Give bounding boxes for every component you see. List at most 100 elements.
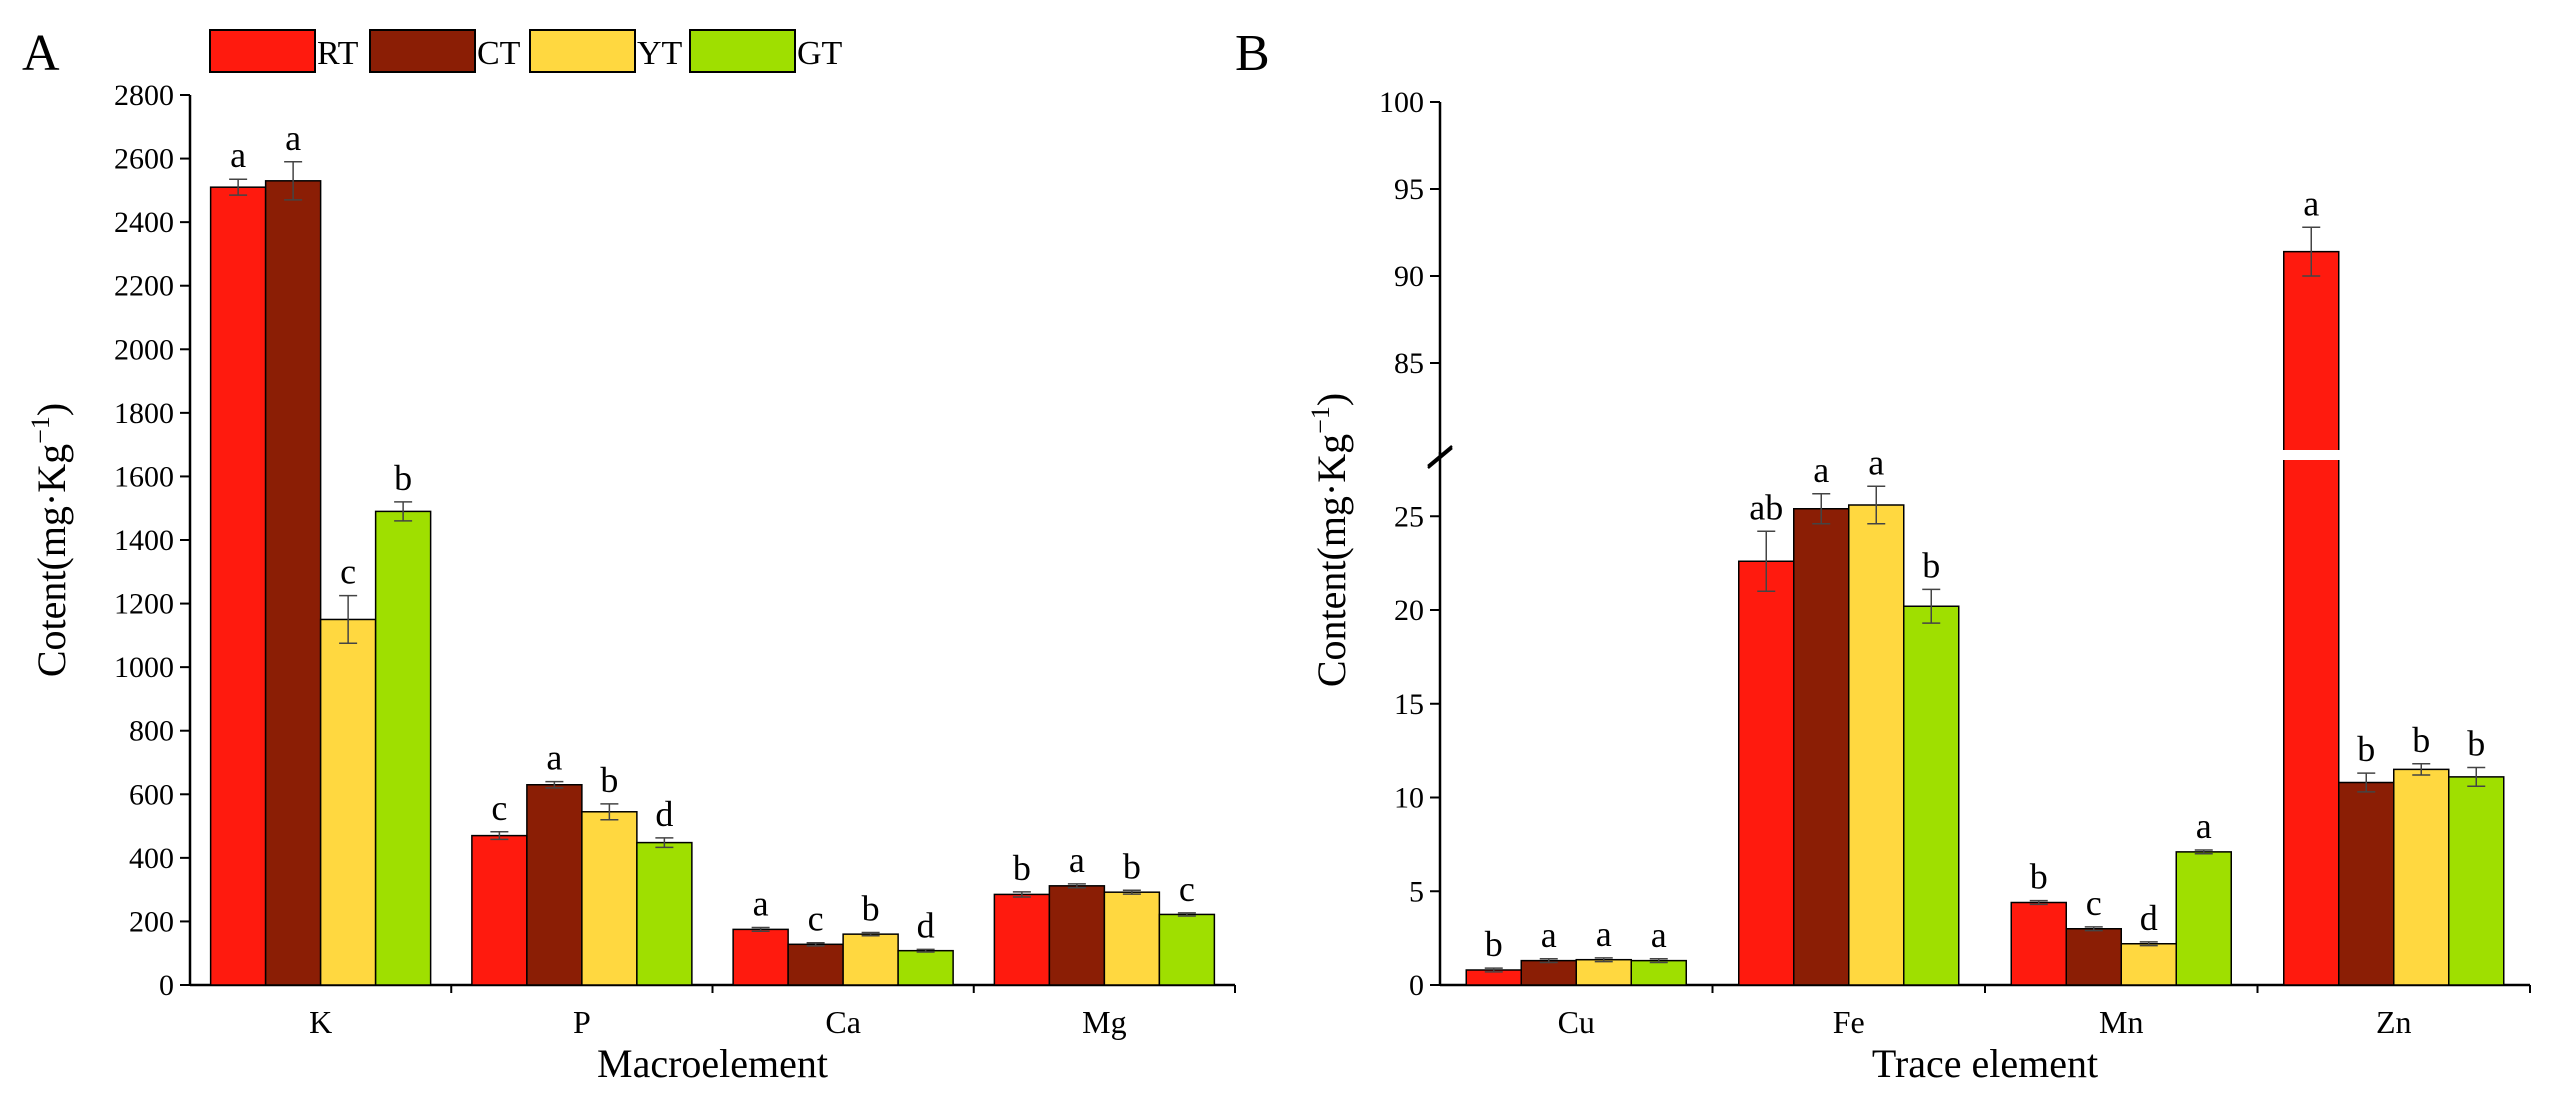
y-tick-label: 2200 [114, 270, 174, 303]
bar-gt-p [636, 841, 693, 986]
y-tick-label: 1600 [114, 460, 174, 493]
x-tick-label: Mg [1082, 1004, 1126, 1040]
y-tick-label: 1000 [114, 651, 174, 684]
significance-letter: a [2196, 806, 2212, 846]
significance-letter: c [2086, 883, 2102, 923]
bar-yt-cu [1575, 958, 1632, 986]
x-tick-label: P [573, 1004, 591, 1040]
significance-letter: a [1541, 915, 1557, 955]
y-tick-label: 1800 [114, 397, 174, 430]
y-tick-label: 2800 [114, 79, 174, 112]
panel-label-b: B [1235, 25, 1270, 82]
legend-swatch-ct [369, 29, 476, 73]
significance-letter: c [340, 552, 356, 592]
bar-yt-mg [1103, 891, 1161, 986]
significance-letter: b [2030, 857, 2048, 897]
chart-panel-a: 0 200 400 600 800 1000 1200 1400 1600 1800 2000 220… [22, 25, 1236, 1086]
bar-rt-p [471, 834, 528, 986]
bar-ct-fe [1793, 508, 1850, 986]
bar-ct-cu [1520, 959, 1577, 986]
significance-letter: b [394, 458, 412, 498]
significance-letter: a [753, 883, 769, 923]
y-axis-label: Cotent(mg·Kg−1) [26, 403, 74, 677]
significance-letter: b [1922, 545, 1940, 585]
x-tick-label: Cu [1558, 1004, 1595, 1040]
bar-rt-fe [1738, 560, 1795, 986]
bar-rt-k [209, 186, 267, 986]
significance-letter: a [1868, 442, 1884, 482]
y-tick-label: 15 [1394, 688, 1424, 721]
bar-yt-mn [2120, 943, 2177, 986]
legend-swatch-yt [529, 29, 636, 73]
bar-yt-ca [842, 933, 899, 986]
significance-letter: a [1813, 450, 1829, 490]
bar-gt-mn [2175, 851, 2232, 986]
bar-gt-fe [1903, 605, 1960, 986]
significance-letter: d [2140, 898, 2158, 938]
y-tick-label: 5 [1409, 875, 1424, 908]
y-tick-label: 200 [129, 905, 174, 938]
bar-yt-p [581, 811, 638, 986]
axis-break-mark [1427, 447, 1453, 469]
bar-rt-mg [993, 893, 1051, 986]
bar-ct-zn [2338, 781, 2395, 986]
x-tick-label: Mn [2099, 1004, 2143, 1040]
significance-letter: a [1596, 914, 1612, 954]
bar-rt-mn [2010, 901, 2067, 986]
y-tick-label: 2400 [114, 206, 174, 239]
significance-letter: a [285, 118, 301, 158]
significance-letter: c [491, 788, 507, 828]
significance-letter: d [917, 905, 935, 945]
bar-rt-ca [732, 928, 789, 986]
significance-letter: a [546, 738, 562, 778]
x-axis-label: Macroelement [597, 1041, 828, 1086]
significance-letter: d [655, 794, 673, 834]
legend-swatch-rt [209, 29, 316, 73]
significance-letter: a [230, 135, 246, 175]
legend-label-ct: CT [477, 35, 521, 72]
bar-ct-ca [787, 943, 844, 986]
y-tick-label: 85 [1394, 347, 1424, 380]
x-tick-label: Ca [825, 1004, 861, 1040]
bar-gt-cu [1630, 959, 1687, 986]
bar-break-gap [2281, 450, 2341, 460]
bar-gt-k [374, 510, 432, 986]
significance-letter: a [2303, 183, 2319, 223]
y-tick-label: 0 [1409, 969, 1424, 1002]
significance-letter: b [2412, 720, 2430, 760]
y-tick-label: 95 [1394, 173, 1424, 206]
y-tick-label: 2600 [114, 143, 174, 176]
y-tick-label: 0 [159, 969, 174, 1002]
x-tick-label: Zn [2376, 1004, 2412, 1040]
panel-label-a: A [22, 25, 60, 82]
bar-ct-mn [2065, 928, 2122, 986]
x-tick-label: K [309, 1004, 332, 1040]
y-tick-label: 800 [129, 715, 174, 748]
significance-letter: ab [1749, 487, 1783, 527]
legend-label-rt: RT [317, 35, 359, 72]
significance-letter: c [808, 899, 824, 939]
significance-letter: b [1123, 846, 1141, 886]
y-tick-label: 1400 [114, 524, 174, 557]
y-tick-label: 25 [1394, 500, 1424, 533]
y-tick-label: 90 [1394, 260, 1424, 293]
significance-letter: b [2467, 724, 2485, 764]
y-tick-label: 100 [1379, 86, 1424, 119]
bar-gt-mg [1158, 913, 1216, 986]
legend-label-gt: GT [797, 35, 843, 72]
y-tick-label: 10 [1394, 782, 1424, 815]
y-tick-label: 600 [129, 778, 174, 811]
bar-yt-zn [2393, 768, 2450, 986]
x-tick-label: Fe [1833, 1004, 1865, 1040]
y-tick-label: 2000 [114, 333, 174, 366]
bar-gt-ca [897, 949, 954, 986]
bar-gt-zn [2448, 776, 2505, 986]
axis-break-mark [1427, 445, 1453, 467]
significance-letter: a [1069, 840, 1085, 880]
significance-letter: a [1651, 915, 1667, 955]
significance-letter: b [600, 760, 618, 800]
y-axis-label: Content(mg·Kg−1) [1306, 393, 1354, 687]
y-tick-label: 20 [1394, 594, 1424, 627]
significance-letter: b [862, 889, 880, 929]
